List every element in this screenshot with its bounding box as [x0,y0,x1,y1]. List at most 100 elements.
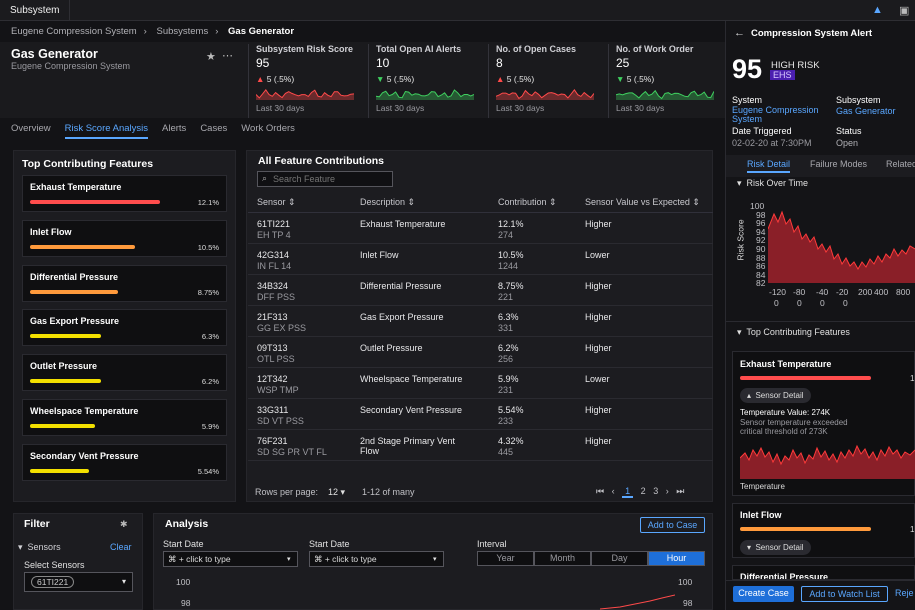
table-row[interactable]: 09T313 OTL PSS Outlet Pressure 6.2% 256 Hi… [248,336,713,368]
interval-year[interactable]: Year [477,551,534,566]
status-cell: Higher [576,305,713,337]
tab-alerts[interactable]: Alerts [162,123,187,134]
star-icon[interactable]: ★ [206,51,216,63]
feature-card[interactable]: Wheelspace Temperature 5.9% [22,399,227,436]
feature-card[interactable]: Secondary Vent Pressure 5.54% [22,443,227,481]
tab-failure-modes[interactable]: Failure Modes [810,159,868,169]
subsystem-link[interactable]: Gas Generator [836,106,896,116]
page-1[interactable]: 1 [622,486,634,498]
rows-per-page-select[interactable]: 12 ▾ [328,487,346,497]
feature-card-differential-pressure[interactable]: Differential Pressure [732,565,915,580]
pagination: ⏮ ‹ 1 2 3 › ⏭ [596,486,685,498]
back-arrow-icon[interactable]: ← [734,27,745,39]
feature-bar [30,200,160,204]
suitcase-icon[interactable]: ▣ [899,5,910,17]
table-row[interactable]: 12T342 WSP TMP Wheelspace Temperature 5.9… [248,367,713,399]
kpi-card[interactable]: Subsystem Risk Score 95 ▲ 5 (.5%) Last 3… [248,44,366,118]
header-section [0,42,725,118]
feature-card[interactable]: Differential Pressure 8.75% [22,264,227,302]
last-page-icon[interactable]: ⏭ [676,486,685,496]
create-case-button[interactable]: Create Case [733,586,794,602]
gear-icon[interactable]: ✱ [120,519,128,529]
interval-month[interactable]: Month [534,551,591,566]
kpi-sparkline [376,89,474,100]
risk-chart-xtick: 0 [774,298,779,308]
tab-risk-detail[interactable]: Risk Detail [747,159,791,173]
start-date-input-2[interactable]: ⌘ + click to type ▾ [309,551,444,567]
page-2[interactable]: 2 [640,486,646,496]
arrow-up-icon: ▲ [496,74,505,84]
table-row[interactable]: 21F313 GG EX PSS Gas Export Pressure 6.3%… [248,305,713,337]
clear-button[interactable]: Clear [110,542,132,552]
arrow-up-icon: ▲ [256,74,265,84]
add-to-case-button[interactable]: Add to Case [640,517,705,533]
kpi-value: 10 [376,56,390,70]
tab-overview[interactable]: Overview [11,123,51,134]
first-page-icon[interactable]: ⏮ [596,486,605,496]
search-box[interactable]: ⌕ [257,171,393,187]
status-cell: Higher [576,336,713,368]
search-input[interactable] [273,173,388,185]
description-cell: Secondary Vent Pressure [351,398,489,430]
status-value: Open [836,138,859,148]
warning-icon[interactable]: ▲ [872,4,883,16]
table-row[interactable]: 61TI221 EH TP 4 Exhaust Temperature 12.1%… [248,212,713,244]
table-row[interactable]: 33G311 SD VT PSS Secondary Vent Pressure … [248,398,713,430]
sensors-section[interactable]: ▾ Sensors [18,542,61,552]
col-description[interactable]: Description ⇕ [351,194,489,213]
subsystem-tab[interactable]: Subsystem [0,0,71,21]
sort-icon: ⇕ [407,197,416,208]
page-subtitle: Eugene Compression System [11,61,131,71]
tab-risk-score-analysis[interactable]: Risk Score Analysis [64,123,149,139]
risk-chart-ytick: 90 [756,244,766,254]
kpi-card[interactable]: No. of Open Cases 8 ▲ 5 (.5%) Last 30 da… [488,44,606,118]
feature-card[interactable]: Outlet Pressure 6.2% [22,354,227,392]
add-to-watch-list-button[interactable]: Add to Watch List [801,586,888,602]
sensor-cell: 34B324 DFF PSS [248,274,351,306]
col-sensor-value[interactable]: Sensor Value vs Expected ⇕ [576,194,713,213]
temperature-sparkline [740,444,915,479]
kpi-change: ▲ 5 (.5%) [496,74,535,84]
tab-related[interactable]: Related [886,159,915,169]
table-row[interactable]: 34B324 DFF PSS Differential Pressure 8.75… [248,274,713,306]
tab-cases[interactable]: Cases [200,123,228,134]
description-cell: Wheelspace Temperature [351,367,489,399]
date-triggered-value: 02-02-20 at 7:30PM [732,138,812,148]
feature-card[interactable]: Inlet Flow 10.5% [22,219,227,257]
more-icon[interactable]: ⋯ [222,50,233,62]
prev-page-icon[interactable]: ‹ [611,486,615,496]
sort-icon: ⇕ [692,197,700,208]
feature-card[interactable]: Gas Export Pressure 6.3% [22,309,227,347]
interval-hour[interactable]: Hour [648,551,705,566]
kpi-card[interactable]: Total Open AI Alerts 10 ▼ 5 (.5%) Last 3… [368,44,486,118]
sensor-select[interactable]: 61TI221 ▾ [24,572,133,592]
breadcrumb-system[interactable]: Eugene Compression System [11,26,137,37]
table-row[interactable]: 76F231 SD SG PR VT FL 2nd Stage Primary V… [248,429,713,461]
table-row[interactable]: 42G314 IN FL 14 Inlet Flow 10.5% 1244 Lowe… [248,243,713,275]
start-date-input-1[interactable]: ⌘ + click to type ▾ [163,551,298,567]
alert-top-features-section[interactable]: ▾ Top Contributing Features [737,327,850,337]
feature-card[interactable]: Exhaust Temperature 12.1% [22,175,227,212]
page-3[interactable]: 3 [653,486,659,496]
start-date-label-2: Start Date [309,539,350,549]
next-page-icon[interactable]: › [665,486,669,496]
kpi-value: 8 [496,56,503,70]
chevron-down-icon: ▾ [18,542,23,552]
risk-over-time-section[interactable]: ▾ Risk Over Time [737,178,809,188]
status-cell: Lower [576,367,713,399]
feature-pct: 1 [910,374,915,383]
reject-button[interactable]: Reje [895,588,914,598]
sensor-chip[interactable]: 61TI221 [31,576,75,588]
sort-icon: ⇕ [288,197,296,208]
sensor-detail-toggle[interactable]: ▾ Sensor Detail [740,540,811,555]
breadcrumb-subsystems[interactable]: Subsystems [156,26,209,37]
col-sensor[interactable]: Sensor ⇕ [248,194,351,213]
risk-chart-ytick: 88 [756,252,766,263]
sensor-detail-toggle[interactable]: ▴ Sensor Detail [740,388,811,403]
kpi-card[interactable]: No. of Work Order 25 ▼ 5 (.5%) Last 30 d… [608,44,726,118]
col-contribution[interactable]: Contribution ⇕ [489,194,576,213]
interval-day[interactable]: Day [591,551,648,566]
system-link[interactable]: Eugene Compression System [732,105,819,124]
tab-work-orders[interactable]: Work Orders [241,123,295,134]
feature-pct: 10.5% [197,242,219,252]
